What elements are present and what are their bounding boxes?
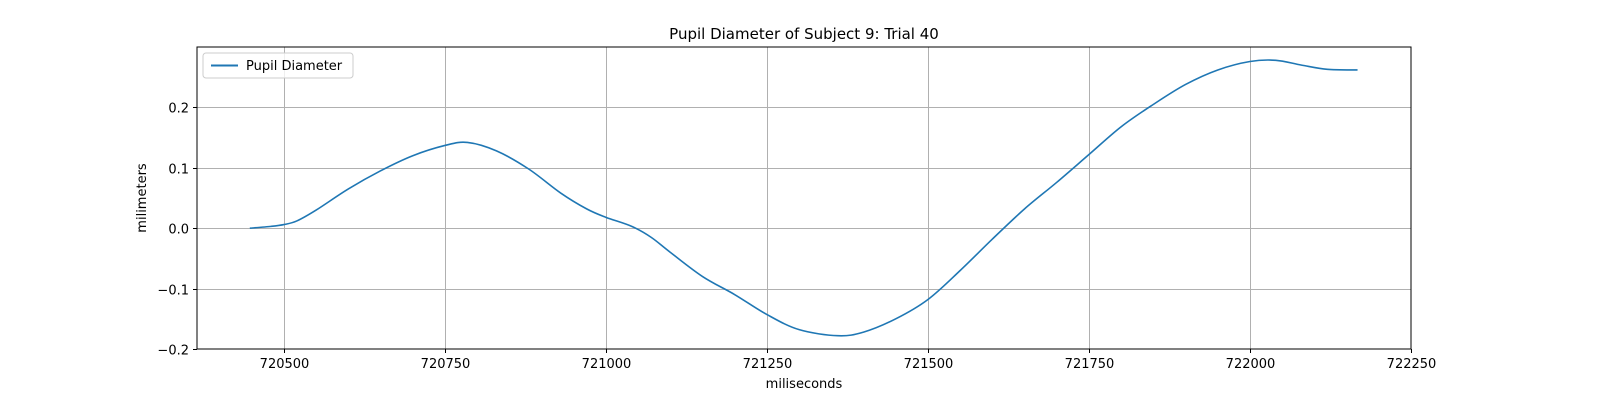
y-tick-label: 0.0 — [168, 223, 189, 238]
x-axis-ticks: 720500 720750 721000 721250 721500 721750 7220… — [260, 349, 1437, 372]
series-layer — [249, 59, 1358, 337]
x-tick-label: 722250 — [1387, 357, 1437, 372]
y-axis-ticks: −0.2 −0.1 0.0 0.1 0.2 — [157, 102, 197, 359]
legend: Pupil Diameter — [202, 52, 354, 79]
x-tick-label: 722000 — [1226, 357, 1276, 372]
series-line-pupil-diameter — [249, 59, 1358, 337]
y-tick-label: −0.1 — [157, 284, 189, 299]
grid-lines — [197, 47, 1411, 349]
legend-label-pupil-diameter: Pupil Diameter — [246, 59, 343, 74]
chart-title: Pupil Diameter of Subject 9: Trial 40 — [669, 25, 939, 43]
x-tick-label: 720500 — [260, 357, 310, 372]
y-axis-label: milimeters — [135, 163, 150, 233]
x-tick-label: 721750 — [1065, 357, 1115, 372]
x-axis-label: miliseconds — [766, 377, 843, 392]
y-tick-label: −0.2 — [157, 344, 189, 359]
y-tick-label: 0.2 — [168, 102, 189, 117]
plot-frame — [196, 46, 1412, 350]
x-tick-label: 721000 — [582, 357, 632, 372]
y-tick-label: 0.1 — [168, 163, 189, 178]
x-tick-label: 720750 — [421, 357, 471, 372]
legend-box — [202, 52, 354, 79]
x-tick-label: 721250 — [743, 357, 793, 372]
x-tick-label: 721500 — [904, 357, 954, 372]
